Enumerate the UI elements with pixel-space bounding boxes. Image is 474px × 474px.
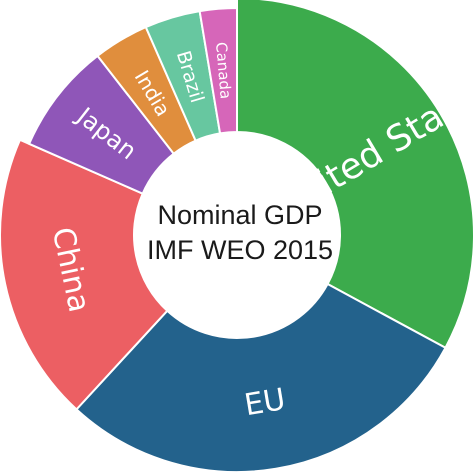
- segment-canada: [198, 6, 238, 135]
- segment-china: [0, 138, 169, 411]
- segment-united-states: [236, 0, 474, 350]
- chart-title-line-2: IMF WEO 2015: [147, 235, 333, 265]
- chart-title-line-1: Nominal GDP: [157, 200, 322, 230]
- segment-eu: [75, 282, 447, 473]
- segment-label-canada: Canada: [212, 41, 235, 99]
- segment-label-eu: EU: [242, 382, 288, 423]
